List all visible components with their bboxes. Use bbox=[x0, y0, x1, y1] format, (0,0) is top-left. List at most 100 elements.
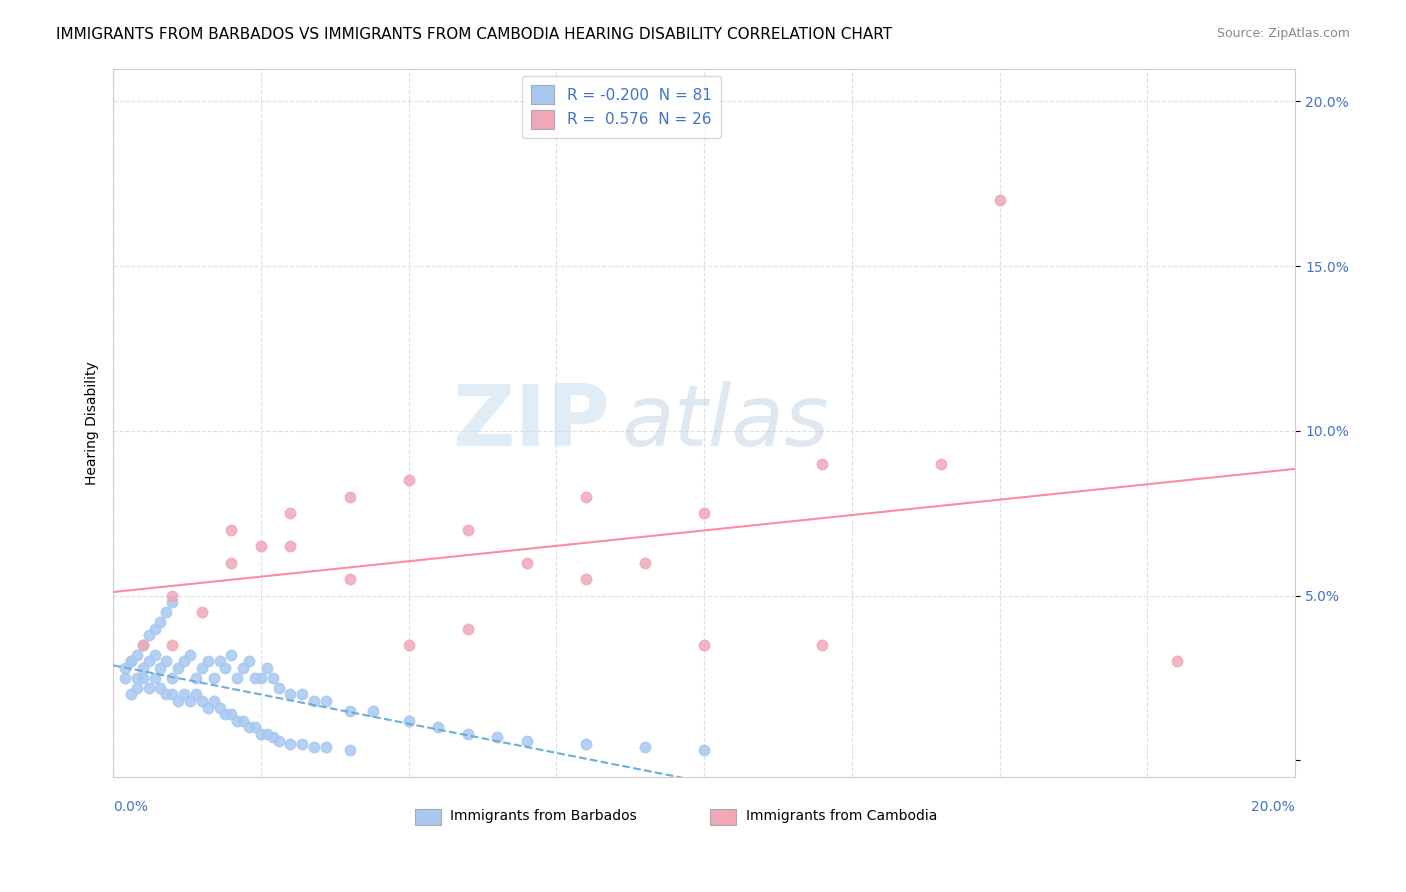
Point bbox=[929, 457, 952, 471]
Point bbox=[256, 661, 278, 675]
Point bbox=[315, 694, 337, 708]
Point bbox=[149, 661, 172, 675]
Point bbox=[575, 572, 598, 586]
Point bbox=[120, 655, 142, 669]
Point bbox=[214, 661, 236, 675]
Point bbox=[114, 661, 136, 675]
Text: ZIP: ZIP bbox=[451, 381, 610, 464]
Point bbox=[238, 720, 260, 734]
Point bbox=[173, 655, 195, 669]
Point bbox=[155, 605, 177, 619]
Point bbox=[208, 700, 231, 714]
Point bbox=[575, 490, 598, 504]
Point bbox=[138, 628, 160, 642]
Point bbox=[238, 655, 260, 669]
Point bbox=[693, 743, 716, 757]
Point bbox=[143, 622, 166, 636]
Text: atlas: atlas bbox=[621, 381, 830, 464]
Point bbox=[191, 661, 214, 675]
Point bbox=[221, 556, 243, 570]
Text: Source: ZipAtlas.com: Source: ZipAtlas.com bbox=[1216, 27, 1350, 40]
Point bbox=[226, 714, 249, 728]
Point bbox=[197, 655, 219, 669]
Point bbox=[267, 681, 290, 695]
Point bbox=[125, 648, 148, 662]
Point bbox=[132, 638, 155, 652]
Point bbox=[291, 687, 314, 701]
Point bbox=[250, 727, 273, 741]
Point bbox=[197, 700, 219, 714]
Point bbox=[339, 572, 361, 586]
Point bbox=[280, 539, 302, 553]
Point bbox=[280, 506, 302, 520]
Point bbox=[125, 681, 148, 695]
Point bbox=[575, 737, 598, 751]
Point bbox=[221, 707, 243, 722]
Point bbox=[167, 661, 190, 675]
Legend: R = -0.200  N = 81, R =  0.576  N = 26: R = -0.200 N = 81, R = 0.576 N = 26 bbox=[522, 76, 721, 138]
Point bbox=[634, 740, 657, 755]
Point bbox=[132, 638, 155, 652]
Point bbox=[155, 655, 177, 669]
Point bbox=[339, 743, 361, 757]
Point bbox=[162, 671, 184, 685]
Point bbox=[457, 727, 479, 741]
Point bbox=[191, 694, 214, 708]
Point bbox=[693, 638, 716, 652]
Point bbox=[291, 737, 314, 751]
Text: 0.0%: 0.0% bbox=[114, 800, 148, 814]
Point bbox=[162, 638, 184, 652]
Point bbox=[267, 733, 290, 747]
Point bbox=[208, 655, 231, 669]
Text: Immigrants from Cambodia: Immigrants from Cambodia bbox=[745, 809, 936, 822]
Point bbox=[179, 694, 201, 708]
Point bbox=[202, 671, 225, 685]
Point bbox=[315, 740, 337, 755]
Point bbox=[693, 506, 716, 520]
Point bbox=[486, 731, 509, 745]
Y-axis label: Hearing Disability: Hearing Disability bbox=[86, 360, 100, 484]
Point bbox=[243, 671, 266, 685]
Point bbox=[398, 473, 420, 487]
Point bbox=[398, 714, 420, 728]
Point bbox=[1166, 655, 1188, 669]
Point bbox=[125, 671, 148, 685]
Point bbox=[232, 714, 254, 728]
Point bbox=[120, 655, 142, 669]
Point bbox=[184, 671, 207, 685]
Point bbox=[256, 727, 278, 741]
Point bbox=[149, 615, 172, 629]
Point bbox=[143, 671, 166, 685]
Point bbox=[262, 731, 284, 745]
Point bbox=[202, 694, 225, 708]
Point bbox=[811, 457, 834, 471]
Point bbox=[162, 687, 184, 701]
Point bbox=[149, 681, 172, 695]
Point bbox=[988, 194, 1011, 208]
Point bbox=[339, 490, 361, 504]
FancyBboxPatch shape bbox=[415, 809, 440, 825]
Point bbox=[302, 694, 325, 708]
Point bbox=[634, 556, 657, 570]
Point bbox=[243, 720, 266, 734]
Point bbox=[811, 638, 834, 652]
Point bbox=[280, 737, 302, 751]
Text: 20.0%: 20.0% bbox=[1251, 800, 1295, 814]
Point bbox=[302, 740, 325, 755]
Point bbox=[226, 671, 249, 685]
Point bbox=[250, 539, 273, 553]
Point bbox=[250, 671, 273, 685]
Point bbox=[179, 648, 201, 662]
Point bbox=[398, 638, 420, 652]
Point bbox=[232, 661, 254, 675]
Point bbox=[221, 523, 243, 537]
Point bbox=[162, 589, 184, 603]
Point bbox=[339, 704, 361, 718]
Point bbox=[262, 671, 284, 685]
Point bbox=[214, 707, 236, 722]
Point bbox=[120, 687, 142, 701]
Text: IMMIGRANTS FROM BARBADOS VS IMMIGRANTS FROM CAMBODIA HEARING DISABILITY CORRELAT: IMMIGRANTS FROM BARBADOS VS IMMIGRANTS F… bbox=[56, 27, 893, 42]
Point bbox=[138, 655, 160, 669]
Point bbox=[280, 687, 302, 701]
Point bbox=[173, 687, 195, 701]
